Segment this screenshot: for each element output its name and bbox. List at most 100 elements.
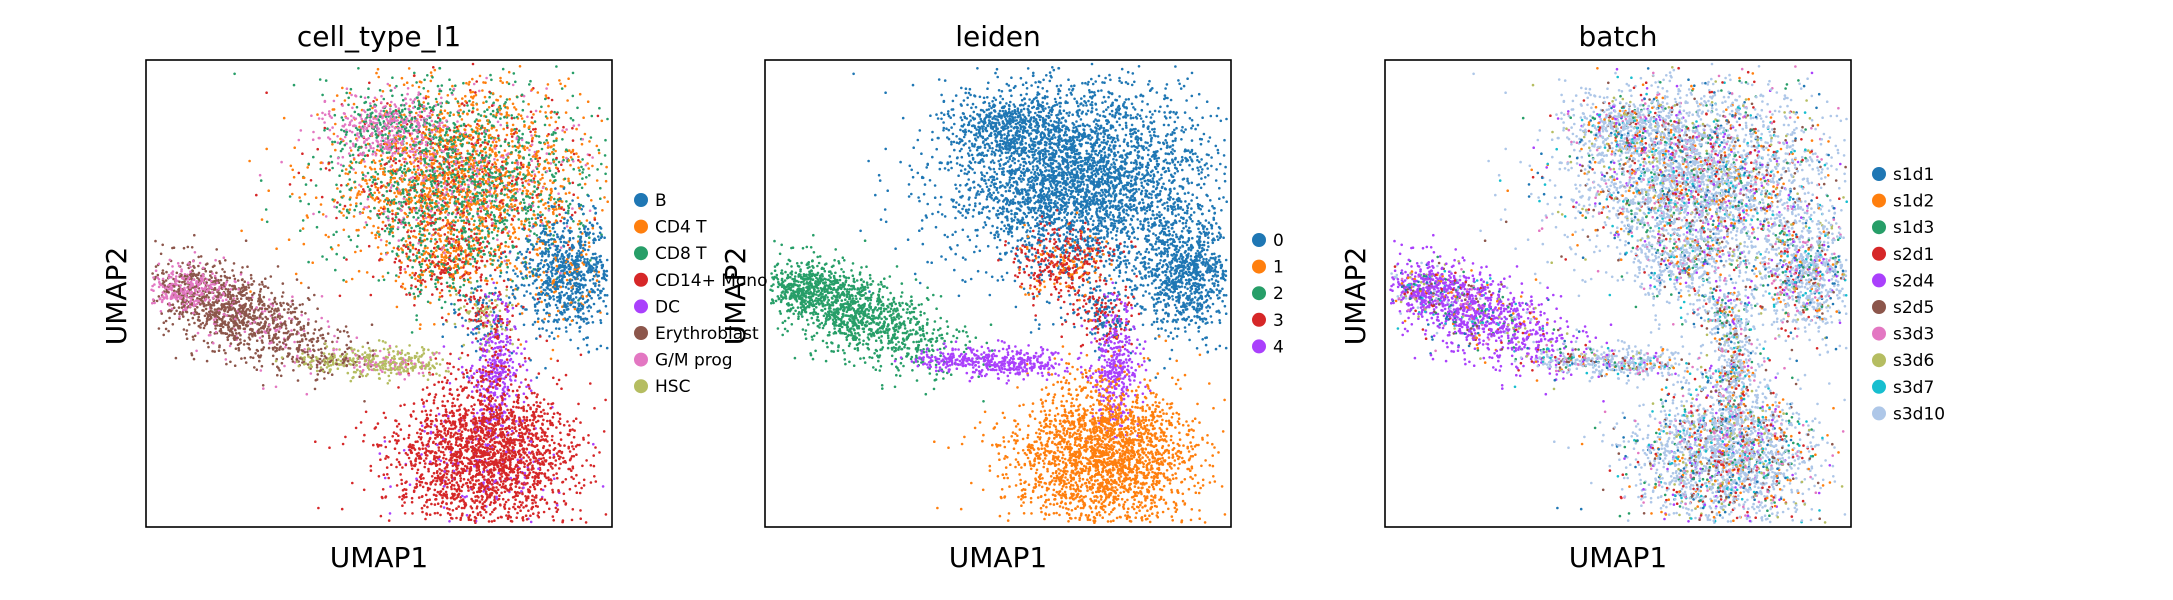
cell-point [356,139,359,142]
cell-point [496,220,499,223]
cell-point [369,102,372,105]
cell-point [476,164,479,167]
cell-point [267,189,270,192]
cell-point [495,194,498,197]
cell-point [599,232,602,235]
cell-point [544,217,547,220]
cell-point [567,212,570,215]
cell-point [512,145,515,148]
cell-point [372,276,375,279]
cell-point [429,106,432,109]
cell-point [499,222,502,225]
cell-point [507,259,510,262]
cell-point [536,196,539,199]
cell-point [577,235,580,238]
cell-point [532,113,535,116]
cell-point [560,163,563,166]
cell-point [394,158,397,161]
cell-point [331,143,334,146]
cell-point [350,166,353,169]
cell-point [497,111,500,114]
cell-point [452,234,455,237]
cell-point [410,177,413,180]
cell-point [467,170,470,173]
cell-point [531,197,534,200]
cell-point [474,183,477,186]
cell-point [384,141,387,144]
cell-point [571,274,574,277]
cell-point [463,211,466,214]
cell-point [418,233,421,236]
cell-point [471,168,474,171]
cell-point [454,323,457,326]
cell-point [603,270,606,273]
cell-point [544,111,547,114]
cell-point [417,225,420,228]
cell-point [381,258,384,261]
cell-point [502,205,505,208]
cell-point [442,126,445,129]
cell-point [468,100,471,103]
cell-point [558,251,561,254]
cell-point [489,214,492,217]
cell-point [398,160,401,163]
cell-point [378,191,381,194]
cell-point [504,140,507,143]
cell-point [341,148,344,151]
cell-point [542,292,545,295]
cell-point [543,168,546,171]
cell-point [409,98,412,101]
cell-point [575,263,578,266]
cell-point [406,93,409,96]
cell-point [446,142,449,145]
cell-point [255,194,258,197]
cell-point [497,121,500,124]
cell-point [420,81,423,84]
cell-point [331,248,334,251]
cell-point [411,272,414,275]
cell-point [387,170,390,173]
cell-point [445,172,448,175]
cell-point [446,166,449,169]
cell-point [468,81,471,84]
cell-point [568,182,571,185]
cell-point [546,135,549,138]
cell-point [540,221,543,224]
cell-point [459,115,462,118]
cell-point [452,122,455,125]
cell-point [432,222,435,225]
cell-point [414,141,417,144]
cell-point [340,164,343,167]
cell-point [344,136,347,139]
cell-point [434,120,437,123]
cell-point [560,241,563,244]
cell-point [399,147,402,150]
cell-point [495,205,498,208]
cell-point [300,129,303,132]
cell-point [600,227,603,230]
cell-point [363,125,366,128]
cell-point [491,302,494,305]
cell-point [422,101,425,104]
cell-point [506,81,509,84]
cell-point [425,95,428,98]
cell-point [516,267,519,270]
cell-point [423,174,426,177]
cell-point [374,186,377,189]
cell-point [407,183,410,186]
cell-point [342,279,345,282]
cell-point [436,186,439,189]
cell-point [521,133,524,136]
cell-point [415,81,418,84]
cell-point [479,178,482,181]
cell-point [458,231,461,234]
cell-point [579,93,582,96]
cell-point [364,175,367,178]
cell-point [526,169,529,172]
cell-point [372,142,375,145]
cell-point [465,199,468,202]
cell-point [405,202,408,205]
cell-point [461,201,464,204]
cell-point [374,109,377,112]
cell-point [483,183,486,186]
